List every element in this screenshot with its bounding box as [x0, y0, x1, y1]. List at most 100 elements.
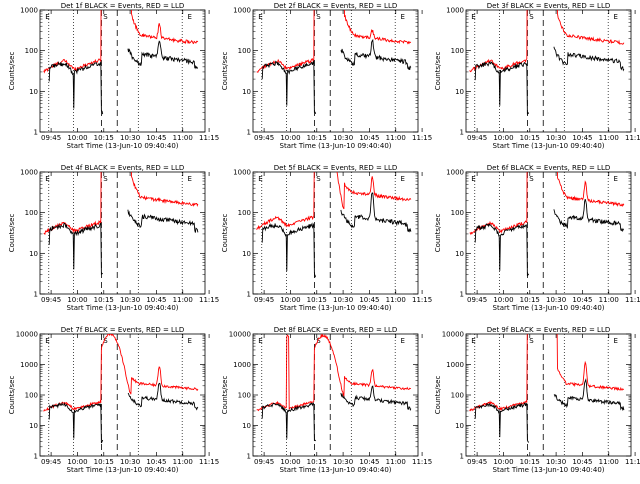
- series-lld-line: [43, 10, 199, 74]
- panel-det-6: Det 6f BLACK = Events, RED = LLD 1 10 100 10…: [434, 164, 640, 312]
- x-tick-label: 09:45: [467, 296, 487, 304]
- x-tick-label: 10:15: [307, 296, 327, 304]
- x-tick-label: 10:00: [67, 134, 87, 142]
- y-tick-label: 1000: [20, 7, 38, 15]
- panel-det-8: Det 8f BLACK = Events, RED = LLD 1 10 100 10…: [221, 326, 432, 474]
- x-tick-label: 09:45: [254, 458, 274, 466]
- panel-det-2: Det 2f BLACK = Events, RED = LLD 1 10 100 10…: [221, 2, 432, 150]
- x-tick-label: 10:00: [280, 134, 300, 142]
- x-tick-label: 10:00: [280, 296, 300, 304]
- x-tick-label: 10:30: [333, 134, 353, 142]
- y-tick-label: 100: [25, 392, 38, 400]
- y-axis-label: Counts/sec: [434, 214, 442, 253]
- series-events-line: [261, 192, 412, 279]
- series-lld-line: [469, 172, 625, 236]
- x-tick-label: 10:45: [572, 134, 592, 142]
- series-events-line: [474, 378, 625, 443]
- y-tick-label: 100: [238, 47, 251, 55]
- x-tick-label: 10:00: [67, 296, 87, 304]
- x-tick-label: 10:15: [94, 296, 114, 304]
- marker-label-e: E: [45, 13, 49, 21]
- y-tick-label: 10: [242, 250, 251, 258]
- marker-label-s: S: [529, 175, 534, 183]
- panel-frame: [465, 171, 632, 295]
- y-tick-label: 100: [238, 392, 251, 400]
- x-tick-label: 10:45: [359, 296, 379, 304]
- x-tick-label: 11:15: [199, 134, 219, 142]
- marker-label-e: E: [45, 175, 49, 183]
- y-axis-label: Counts/sec: [221, 214, 229, 253]
- panel-title: Det 2f BLACK = Events, RED = LLD: [274, 2, 397, 10]
- x-tick-label: 11:15: [412, 458, 432, 466]
- x-tick-label: 11:15: [412, 296, 432, 304]
- y-axis-label: Counts/sec: [8, 52, 16, 91]
- x-tick-label: 09:45: [254, 134, 274, 142]
- x-tick-label: 11:15: [199, 296, 219, 304]
- series-events-line: [261, 38, 412, 114]
- x-axis-label: Start Time (13-Jun-10 09:40:40): [493, 466, 605, 474]
- y-tick-label: 10000: [16, 331, 38, 339]
- x-tick-label: 09:45: [467, 134, 487, 142]
- x-tick-label: 10:45: [359, 134, 379, 142]
- y-tick-label: 100: [451, 47, 464, 55]
- x-tick-label: 09:45: [41, 296, 61, 304]
- series-events-line: [48, 209, 199, 275]
- x-tick-label: 11:00: [599, 134, 619, 142]
- x-axis-label: Start Time (13-Jun-10 09:40:40): [67, 466, 179, 474]
- y-tick-label: 10: [455, 422, 464, 430]
- x-tick-label: 10:30: [546, 458, 566, 466]
- x-tick-label: 10:45: [359, 458, 379, 466]
- marker-label-s: S: [316, 13, 321, 21]
- panel-frame: [39, 333, 206, 457]
- x-tick-label: 11:15: [199, 458, 219, 466]
- x-tick-label: 11:15: [412, 134, 432, 142]
- x-tick-label: 10:30: [120, 134, 140, 142]
- y-axis-label: Counts/sec: [434, 376, 442, 415]
- x-tick-label: 09:45: [467, 458, 487, 466]
- series-lld-line: [256, 172, 412, 231]
- series-lld-line: [256, 334, 411, 412]
- panel-frame: [252, 333, 419, 457]
- x-axis-label: Start Time (13-Jun-10 09:40:40): [280, 304, 392, 312]
- x-tick-label: 11:00: [173, 296, 193, 304]
- panel-det-7: Det 7f BLACK = Events, RED = LLD 1 10 100 10…: [8, 326, 219, 474]
- series-events-line: [474, 198, 625, 277]
- y-tick-label: 10: [29, 250, 38, 258]
- panel-det-1: Det 1f BLACK = Events, RED = LLD 1 10 100 10…: [8, 2, 219, 150]
- marker-label-s: S: [316, 175, 321, 183]
- x-tick-label: 10:00: [280, 458, 300, 466]
- panel-title: Det 4f BLACK = Events, RED = LLD: [61, 164, 184, 172]
- y-tick-label: 1: [247, 129, 251, 137]
- x-tick-label: 11:15: [625, 458, 640, 466]
- y-tick-label: 10: [242, 422, 251, 430]
- x-tick-label: 10:00: [493, 458, 513, 466]
- panel-frame: [39, 9, 206, 133]
- marker-label-e: E: [400, 13, 404, 21]
- marker-label-e: E: [187, 337, 191, 345]
- x-tick-label: 10:45: [572, 458, 592, 466]
- y-tick-label: 100: [25, 209, 38, 217]
- y-tick-label: 1000: [20, 169, 38, 177]
- panel-det-5: Det 5f BLACK = Events, RED = LLD 1 10 100 10…: [221, 164, 432, 312]
- x-tick-label: 11:00: [173, 134, 193, 142]
- x-axis-label: Start Time (13-Jun-10 09:40:40): [493, 304, 605, 312]
- x-tick-label: 10:15: [94, 458, 114, 466]
- y-tick-label: 100: [25, 47, 38, 55]
- x-tick-label: 10:30: [333, 296, 353, 304]
- panel-title: Det 8f BLACK = Events, RED = LLD: [274, 326, 397, 334]
- marker-label-e: E: [258, 337, 262, 345]
- x-tick-label: 11:00: [599, 296, 619, 304]
- x-axis-label: Start Time (13-Jun-10 09:40:40): [493, 142, 605, 150]
- x-tick-label: 11:15: [625, 134, 640, 142]
- x-tick-label: 10:45: [146, 296, 166, 304]
- series-lld-line: [256, 10, 412, 73]
- series-lld-line: [43, 172, 199, 236]
- panel-det-3: Det 3f BLACK = Events, RED = LLD 1 10 100 10…: [434, 2, 640, 150]
- y-axis-label: Counts/sec: [8, 214, 16, 253]
- y-tick-label: 100: [238, 209, 251, 217]
- x-tick-label: 10:00: [67, 458, 87, 466]
- marker-label-e: E: [471, 175, 475, 183]
